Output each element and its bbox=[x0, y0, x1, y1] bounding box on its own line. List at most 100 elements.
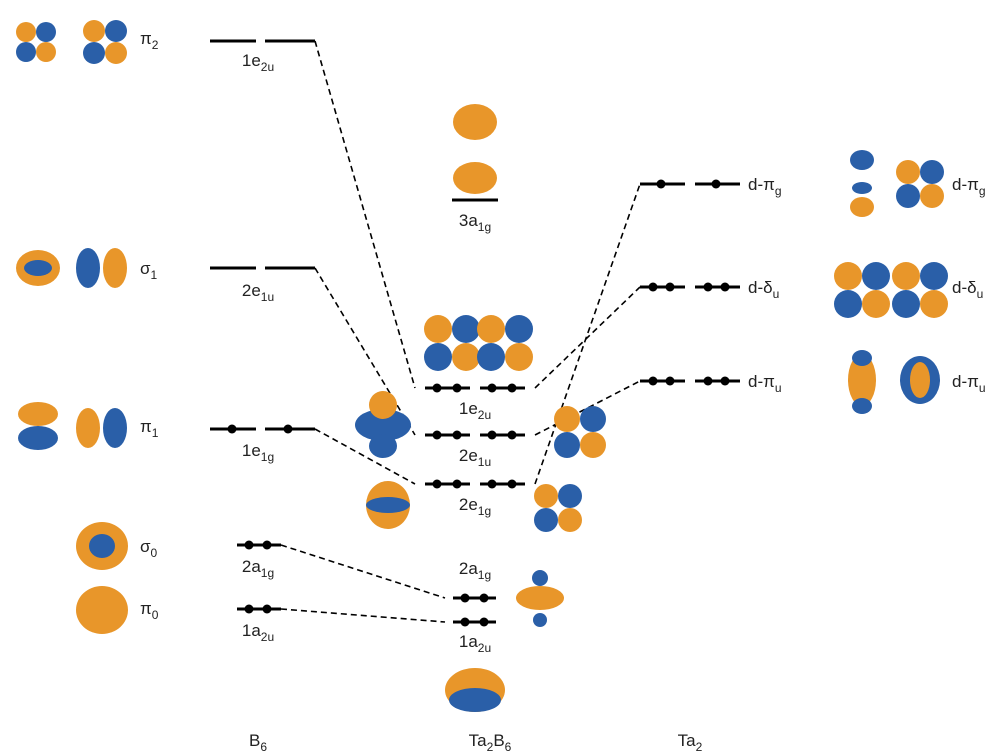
level-label: d-πg bbox=[952, 175, 986, 198]
label-main: 2e bbox=[459, 446, 478, 465]
label-main: 1a bbox=[242, 621, 261, 640]
label-main: 1e bbox=[242, 441, 261, 460]
level-label: d-πg bbox=[748, 175, 782, 198]
label-main: Ta bbox=[678, 731, 697, 750]
orbital-lobe bbox=[453, 104, 497, 140]
level-label: 2a1g bbox=[242, 557, 274, 580]
orbital-lobe bbox=[554, 432, 580, 458]
orbital-lobe bbox=[24, 260, 52, 276]
electron bbox=[488, 384, 497, 393]
orbital-lobe bbox=[505, 343, 533, 371]
orbital-lobe bbox=[910, 362, 930, 398]
level-label: 1e1g bbox=[242, 441, 274, 464]
level-label: 1e2u bbox=[459, 399, 491, 422]
orbital-lobe bbox=[558, 508, 582, 532]
orbital-lobe bbox=[452, 315, 480, 343]
label-main: 1e bbox=[459, 399, 478, 418]
electron bbox=[245, 541, 254, 550]
level-label: π1 bbox=[140, 417, 159, 440]
orbital-lobe bbox=[532, 570, 548, 586]
orbital-lobe bbox=[83, 20, 105, 42]
correlation-line bbox=[281, 545, 445, 598]
orbital-lobe bbox=[533, 613, 547, 627]
label-main: d-π bbox=[952, 372, 979, 391]
label-main: 1a bbox=[459, 632, 478, 651]
electron bbox=[263, 541, 272, 550]
label-main: 3a bbox=[459, 211, 478, 230]
label-main: d-π bbox=[748, 175, 775, 194]
electron bbox=[649, 283, 658, 292]
orbital-lobe bbox=[896, 160, 920, 184]
mo-diagram: 1e2u2e1u1e1g2a1g1a2u3a1g1e2u2e1u2e1g2a1g… bbox=[0, 0, 992, 752]
orbital-lobe bbox=[892, 262, 920, 290]
orbital-lobe bbox=[862, 290, 890, 318]
orbital-lobe bbox=[369, 391, 397, 419]
orbital-lobe bbox=[83, 42, 105, 64]
orbital-lobe bbox=[558, 484, 582, 508]
orbital-lobe bbox=[424, 315, 452, 343]
label-sub: 1g bbox=[261, 566, 274, 580]
orbital-lobe bbox=[452, 343, 480, 371]
label-main: 1e bbox=[242, 51, 261, 70]
label-main: d-π bbox=[952, 175, 979, 194]
label-main: B bbox=[493, 731, 504, 750]
label-main: π bbox=[140, 29, 152, 48]
orbital-lobe bbox=[516, 586, 564, 610]
electron bbox=[508, 480, 517, 489]
orbital-lobe bbox=[920, 262, 948, 290]
orbital-lobe bbox=[105, 42, 127, 64]
orbital-lobe bbox=[862, 262, 890, 290]
orbital-lobe bbox=[892, 290, 920, 318]
level-label: σ0 bbox=[140, 537, 158, 560]
level-label: 2e1u bbox=[242, 281, 274, 304]
level-label: d-δu bbox=[952, 278, 983, 301]
label-sub: 1g bbox=[261, 450, 274, 464]
electron bbox=[721, 377, 730, 386]
label-sub: u bbox=[977, 287, 984, 301]
electron bbox=[453, 384, 462, 393]
label-main: π bbox=[140, 599, 152, 618]
electron bbox=[263, 605, 272, 614]
label-sub: u bbox=[979, 381, 986, 395]
orbital-lobe bbox=[477, 343, 505, 371]
level-label: 2e1u bbox=[459, 446, 491, 469]
orbital-lobe bbox=[580, 432, 606, 458]
electron bbox=[461, 618, 470, 627]
level-label: σ1 bbox=[140, 259, 158, 282]
orbital-lobe bbox=[477, 315, 505, 343]
orbital-lobe bbox=[76, 408, 100, 448]
orbital-lobe bbox=[449, 688, 501, 712]
electron bbox=[721, 283, 730, 292]
fragment-label: Ta2 bbox=[678, 731, 703, 752]
level-label: 1a2u bbox=[242, 621, 274, 644]
correlation-line bbox=[281, 609, 445, 622]
orbital-lobe bbox=[920, 184, 944, 208]
electron bbox=[508, 431, 517, 440]
label-sub: 2 bbox=[696, 740, 703, 752]
electron bbox=[433, 431, 442, 440]
orbital-lobe bbox=[453, 162, 497, 194]
label-main: σ bbox=[140, 537, 151, 556]
electron bbox=[245, 605, 254, 614]
fragment-label: Ta2B6 bbox=[469, 731, 512, 752]
label-sub: 6 bbox=[260, 740, 267, 752]
orbital-lobe bbox=[554, 406, 580, 432]
label-main: 2a bbox=[459, 559, 478, 578]
orbital-lobe bbox=[16, 42, 36, 62]
label-sub: 1 bbox=[152, 426, 159, 440]
orbital-lobe bbox=[36, 22, 56, 42]
orbital-lobe bbox=[76, 586, 128, 634]
label-sub: g bbox=[775, 184, 782, 198]
orbital-lobe bbox=[103, 408, 127, 448]
label-sub: u bbox=[773, 287, 780, 301]
orbital-lobe bbox=[534, 484, 558, 508]
orbital-lobe bbox=[850, 150, 874, 170]
electron bbox=[488, 480, 497, 489]
orbital-lobe bbox=[424, 343, 452, 371]
orbital-lobe bbox=[534, 508, 558, 532]
electron bbox=[657, 180, 666, 189]
orbital-lobe bbox=[505, 315, 533, 343]
orbital-lobe bbox=[18, 402, 58, 426]
label-sub: g bbox=[979, 184, 986, 198]
orbital-lobe bbox=[366, 497, 410, 513]
